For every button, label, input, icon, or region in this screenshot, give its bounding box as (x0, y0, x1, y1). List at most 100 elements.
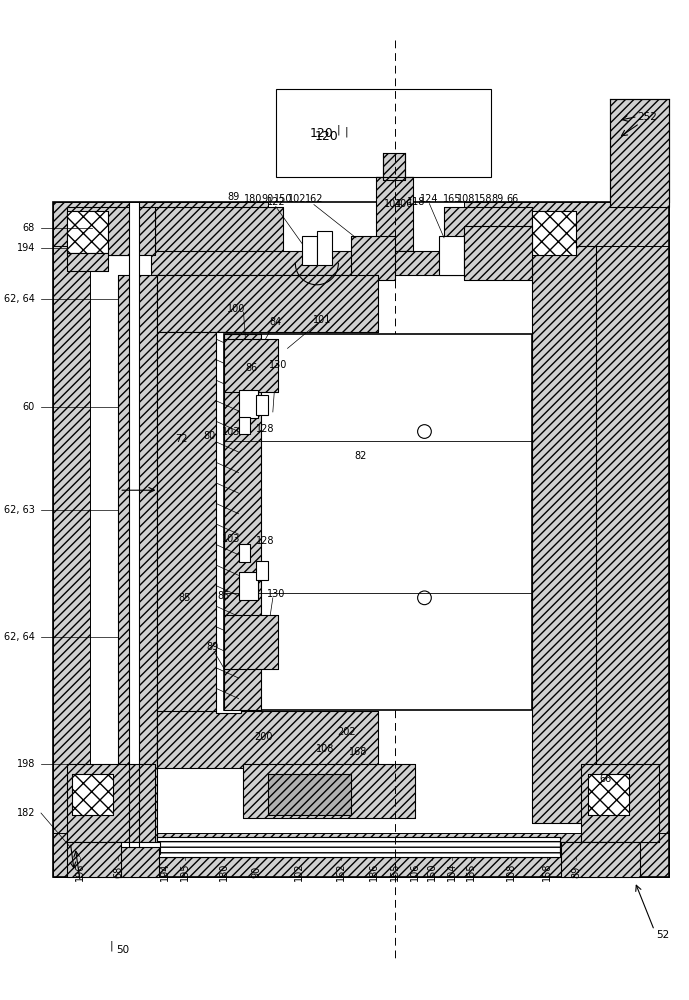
Bar (157, 332, 224, 762)
Text: 89: 89 (227, 192, 240, 202)
Bar (68, 207, 156, 255)
Bar (224, 334, 261, 710)
Bar (119, 847, 159, 877)
Bar (243, 764, 415, 818)
Bar (53, 207, 90, 872)
Text: 72: 72 (176, 434, 188, 444)
Text: 106: 106 (410, 863, 420, 881)
Text: 80: 80 (203, 431, 216, 441)
Text: 198: 198 (17, 759, 35, 769)
Bar (256, 395, 268, 415)
Bar (276, 89, 491, 177)
Text: 165: 165 (390, 862, 400, 881)
Text: 120: 120 (310, 127, 333, 140)
Bar (317, 231, 331, 265)
Text: 180: 180 (219, 863, 229, 881)
Bar (224, 615, 278, 669)
Bar (157, 275, 378, 332)
Text: 122: 122 (267, 197, 285, 207)
Text: 252: 252 (637, 112, 657, 122)
Text: 128: 128 (256, 536, 274, 546)
Bar (383, 153, 405, 180)
Bar (444, 207, 532, 255)
Text: 103: 103 (222, 534, 240, 544)
Bar (112, 842, 161, 854)
Bar (243, 764, 415, 818)
Bar (53, 202, 268, 246)
Text: 108: 108 (457, 194, 475, 204)
Bar (532, 246, 596, 823)
Bar (224, 339, 278, 392)
Bar (53, 833, 669, 877)
Text: 102: 102 (294, 862, 305, 881)
Bar (610, 99, 669, 207)
Text: |: | (110, 941, 113, 951)
Text: 165: 165 (442, 194, 461, 204)
Bar (376, 177, 413, 251)
Text: 194: 194 (17, 243, 35, 253)
Bar (68, 842, 121, 877)
Bar (238, 572, 258, 600)
Bar (72, 774, 114, 815)
Bar (562, 842, 639, 877)
Text: 52: 52 (657, 930, 670, 940)
Text: 102: 102 (288, 194, 307, 204)
Bar (581, 764, 659, 842)
Bar (464, 226, 532, 280)
Text: 62, 63: 62, 63 (4, 505, 35, 515)
Bar (238, 544, 250, 562)
Bar (238, 390, 258, 418)
Text: 202: 202 (337, 727, 356, 737)
Bar (256, 561, 268, 580)
Bar (464, 202, 669, 246)
Bar (157, 711, 378, 768)
Text: 165: 165 (466, 862, 476, 881)
Text: 89: 89 (571, 866, 581, 878)
Bar (68, 253, 108, 271)
Text: 158: 158 (542, 862, 552, 881)
Text: 186: 186 (369, 863, 378, 881)
Text: 108: 108 (316, 744, 334, 754)
Text: 104: 104 (447, 863, 457, 881)
Text: 90: 90 (262, 194, 274, 204)
Bar (68, 211, 108, 253)
Text: 162: 162 (336, 862, 347, 881)
Bar (596, 202, 669, 872)
Text: 162: 162 (305, 194, 323, 204)
Text: 124: 124 (420, 194, 439, 204)
Text: 85: 85 (178, 593, 191, 603)
Text: 62, 64: 62, 64 (4, 632, 35, 642)
Bar (268, 774, 351, 815)
Text: 130: 130 (267, 589, 285, 599)
Text: 104: 104 (384, 199, 402, 209)
Bar (376, 177, 413, 251)
Text: 100: 100 (227, 304, 245, 314)
Bar (68, 253, 108, 271)
Bar (156, 207, 282, 255)
Bar (224, 615, 278, 669)
Bar (72, 774, 114, 815)
Bar (53, 202, 669, 877)
Text: 196: 196 (75, 863, 85, 881)
Text: 182: 182 (17, 808, 35, 818)
Bar (532, 246, 596, 823)
Bar (157, 837, 560, 857)
Bar (224, 334, 532, 710)
Bar (464, 226, 532, 280)
Bar (157, 332, 224, 762)
Bar (562, 842, 639, 877)
Text: 168: 168 (349, 747, 367, 757)
Text: 89: 89 (492, 194, 504, 204)
Bar (532, 211, 576, 255)
Bar (351, 236, 395, 280)
Bar (151, 251, 503, 275)
Text: 68: 68 (23, 223, 35, 233)
Text: 150: 150 (274, 194, 293, 204)
Text: 150: 150 (427, 862, 438, 881)
Text: 195: 195 (180, 862, 189, 881)
Bar (68, 764, 156, 842)
Bar (383, 153, 405, 180)
Bar (588, 774, 629, 815)
Bar (151, 251, 503, 275)
Text: 103: 103 (222, 427, 240, 437)
